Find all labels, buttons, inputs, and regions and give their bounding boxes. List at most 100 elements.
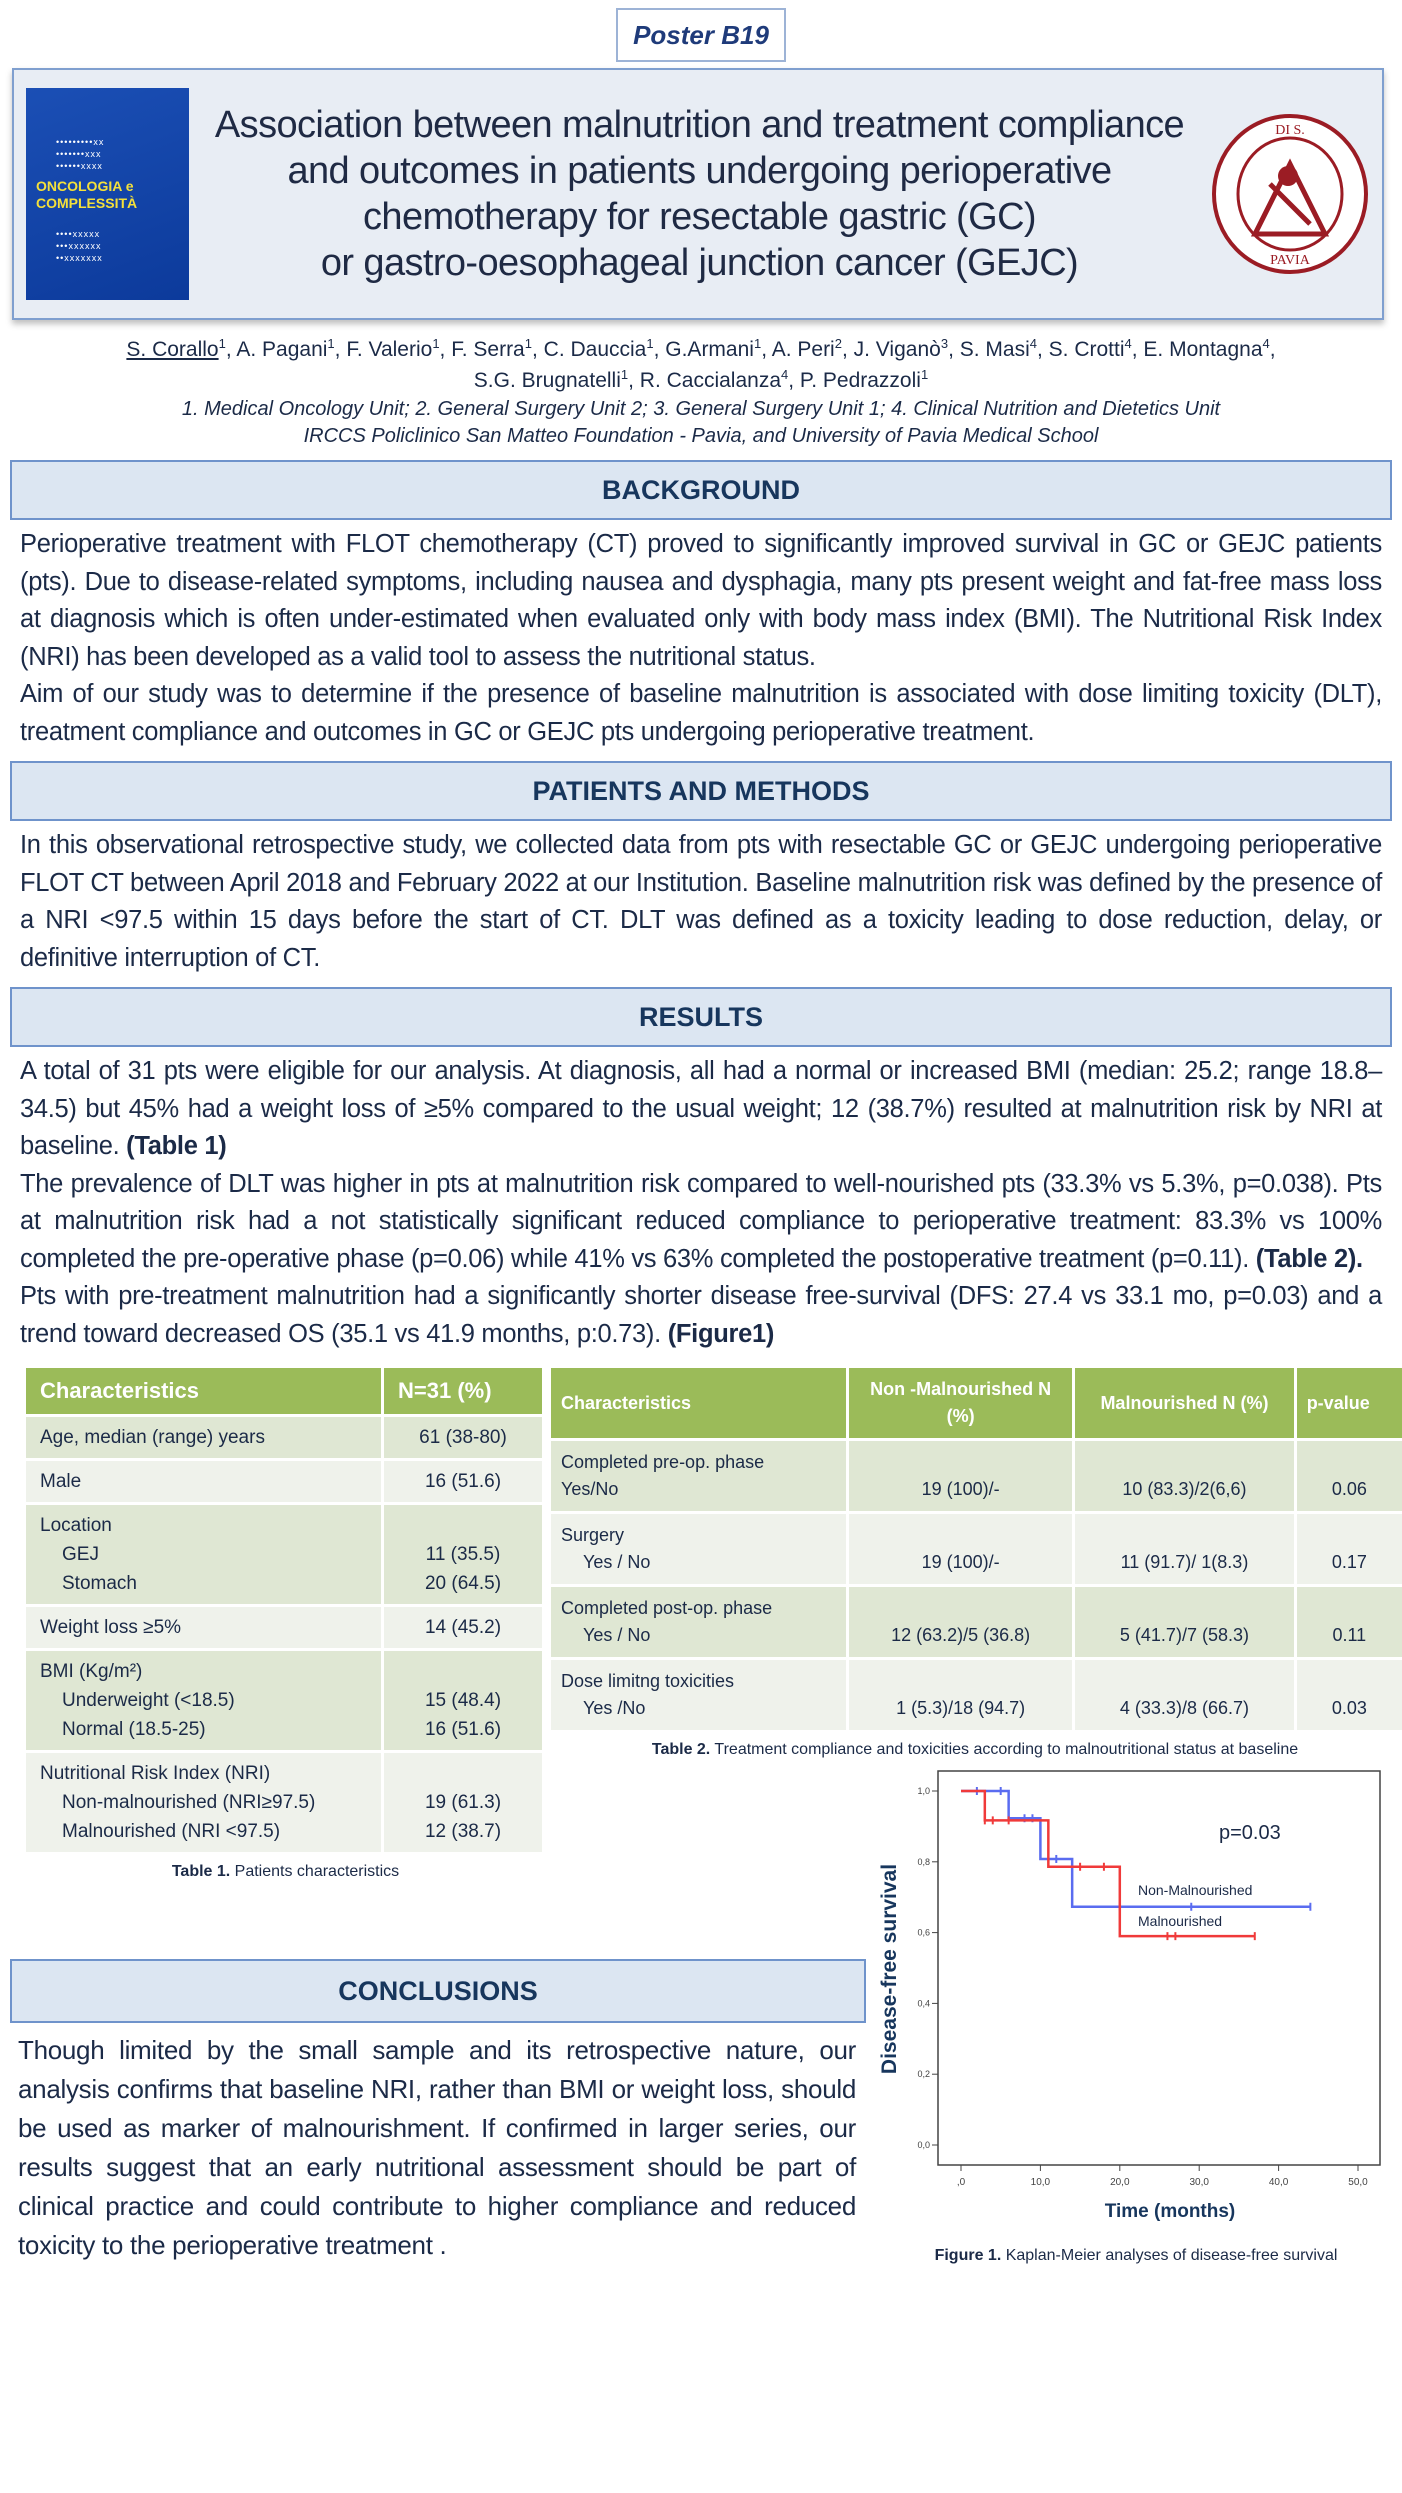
- column-header: p-value: [1296, 1368, 1402, 1438]
- author: S. Crotti4: [1048, 336, 1132, 361]
- characteristic-cell: Surgery Yes / No: [551, 1514, 846, 1584]
- characteristic-cell: Dose limitng toxicities Yes /No: [551, 1660, 846, 1730]
- y-axis-label: Disease-free survival: [878, 1864, 901, 2074]
- value-cell: 16 (51.6): [384, 1461, 542, 1502]
- characteristic-cell: Completed post-op. phase Yes / No: [551, 1587, 846, 1657]
- y-tick-label: 0,0: [917, 2140, 930, 2150]
- title-line: Association between malnutrition and tre…: [214, 104, 1185, 146]
- results-heading: RESULTS: [10, 987, 1392, 1047]
- table-row: Completed post-op. phase Yes / No 12 (63.2…: [551, 1587, 1402, 1657]
- author: E. Montagna4: [1143, 336, 1270, 361]
- title-banner: AIOM22 •••••••••xx•••••••xxx••••••xxxx O…: [12, 68, 1384, 320]
- author: F. Valerio1: [346, 336, 440, 361]
- svg-text:PAVIA: PAVIA: [1270, 253, 1311, 268]
- methods-section: In this observational retrospective stud…: [20, 827, 1382, 977]
- p-value-cell: 0.03: [1296, 1660, 1402, 1730]
- methods-heading: PATIENTS AND METHODS: [10, 761, 1392, 821]
- author: S. Masi4: [959, 336, 1037, 361]
- author: G.Armani1: [665, 336, 762, 361]
- table2-reference: (Table 2).: [1255, 1244, 1363, 1273]
- table-row: Nutritional Risk Index (NRI) Non-malnouri…: [26, 1753, 542, 1852]
- non-malnourished-cell: 1 (5.3)/18 (94.7): [848, 1660, 1073, 1730]
- characteristic-cell: Location GEJ Stomach: [26, 1505, 381, 1604]
- value-cell: 15 (48.4) 16 (51.6): [384, 1651, 542, 1750]
- author: C. Dauccia1: [543, 336, 654, 361]
- table-row: BMI (Kg/m²) Underweight (<18.5) Normal (18…: [26, 1651, 542, 1750]
- conclusions-section: Though limited by the small sample and i…: [18, 2031, 856, 2265]
- table-row: Age, median (range) years 61 (38-80): [26, 1417, 542, 1458]
- malnourished-cell: 5 (41.7)/7 (58.3): [1075, 1587, 1294, 1657]
- p-value-annotation: p=0.03: [1219, 1822, 1281, 1844]
- figure1-reference: (Figure1): [667, 1319, 775, 1348]
- x-axis-label: Time (months): [1105, 2201, 1236, 2222]
- results-paragraph: Pts with pre-treatment malnutrition had …: [20, 1282, 1382, 1348]
- svg-text:DI S.: DI S.: [1275, 123, 1305, 138]
- table-row: Location GEJ Stomach 11 (35.5) 20 (64.5): [26, 1505, 542, 1604]
- background-section: Perioperative treatment with FLOT chemot…: [20, 526, 1382, 751]
- background-heading: BACKGROUND: [10, 460, 1392, 520]
- column-header: Characteristics: [26, 1368, 381, 1414]
- value-cell: 14 (45.2): [384, 1607, 542, 1648]
- title-line: or gastro-oesophageal junction cancer (G…: [320, 242, 1079, 284]
- non-malnourished-cell: 19 (100)/-: [848, 1441, 1073, 1511]
- x-tick-label: ,0: [957, 2177, 966, 2188]
- characteristic-cell: Nutritional Risk Index (NRI) Non-malnouri…: [26, 1753, 381, 1852]
- poster-title: Association between malnutrition and tre…: [197, 102, 1202, 286]
- x-tick-label: 50,0: [1348, 2177, 1368, 2188]
- results-figures-area: Characteristics N=31 (%) Age, median (ra…: [0, 1365, 1402, 2265]
- san-matteo-seal-logo: DI S. PAVIA: [1212, 114, 1368, 274]
- title-line: and outcomes in patients undergoing peri…: [287, 150, 1112, 192]
- x-tick-label: 40,0: [1269, 2177, 1289, 2188]
- author: P. Pedrazzoli1: [799, 367, 929, 392]
- author: A. Peri2: [771, 336, 842, 361]
- table1-block: Characteristics N=31 (%) Age, median (ra…: [0, 1365, 548, 1881]
- characteristic-cell: Age, median (range) years: [26, 1417, 381, 1458]
- affiliations: 1. Medical Oncology Unit; 2. General Sur…: [0, 396, 1402, 450]
- aim-paragraph: Aim of our study was to determine if the…: [20, 680, 1382, 746]
- kaplan-meier-chart: ,0 10,0 20,0 30,0 40,0 50,0 0,0 0,2 0,4 0,6 0,8 1,0…: [878, 1770, 1381, 2222]
- background-paragraph: Perioperative treatment with FLOT chemot…: [20, 530, 1382, 671]
- results-paragraph: A total of 31 pts were eligible for our …: [20, 1057, 1382, 1160]
- p-value-cell: 0.11: [1296, 1587, 1402, 1657]
- y-tick-label: 0,2: [917, 2069, 930, 2079]
- affiliation-line: IRCCS Policlinico San Matteo Foundation …: [303, 425, 1099, 447]
- non-malnourished-cell: 12 (63.2)/5 (36.8): [848, 1587, 1073, 1657]
- table-row: Surgery Yes / No 19 (100)/- 11 (91.7)/ 1(8.…: [551, 1514, 1402, 1584]
- figure1-block: ,0 10,0 20,0 30,0 40,0 50,0 0,0 0,2 0,4 0,6 0,8 1,0…: [870, 1769, 1402, 2265]
- author: S.G. Brugnatelli1: [473, 367, 629, 392]
- km-curve-non-malnourished: [961, 1789, 1311, 1909]
- value-cell: 61 (38-80): [384, 1417, 542, 1458]
- table-row: Weight loss ≥5% 14 (45.2): [26, 1607, 542, 1648]
- table-row: Completed pre-op. phase Yes/No 19 (100)/- 1…: [551, 1441, 1402, 1511]
- conclusions-block: CONCLUSIONS Though limited by the small …: [0, 1943, 870, 2265]
- characteristic-cell: Male: [26, 1461, 381, 1502]
- y-tick-label: 0,4: [917, 1998, 930, 2008]
- value-cell: 19 (61.3) 12 (38.7): [384, 1753, 542, 1852]
- conclusions-paragraph: Though limited by the small sample and i…: [18, 2035, 856, 2260]
- characteristic-cell: Weight loss ≥5%: [26, 1607, 381, 1648]
- y-tick-label: 1,0: [917, 1786, 930, 1796]
- x-tick-label: 30,0: [1189, 2177, 1209, 2188]
- affiliation-line: 1. Medical Oncology Unit; 2. General Sur…: [181, 398, 1221, 420]
- p-value-cell: 0.06: [1296, 1441, 1402, 1511]
- p-value-cell: 0.17: [1296, 1514, 1402, 1584]
- figure1-caption: Figure 1. Kaplan-Meier analyses of disea…: [934, 2247, 1338, 2264]
- km-curve-malnourished: [961, 1789, 1255, 1938]
- y-tick-label: 0,8: [917, 1857, 930, 1867]
- malnourished-cell: 10 (83.3)/2(6,6): [1075, 1441, 1294, 1511]
- characteristic-cell: BMI (Kg/m²) Underweight (<18.5) Normal (18…: [26, 1651, 381, 1750]
- column-header: Characteristics: [551, 1368, 846, 1438]
- author-list: S. Corallo1, A. Pagani1, F. Valerio1, F.…: [126, 336, 1276, 392]
- author: F. Serra1: [451, 336, 532, 361]
- column-header: N=31 (%): [384, 1368, 542, 1414]
- column-header: Non -Malnourished N (%): [848, 1368, 1073, 1438]
- results-paragraph: The prevalence of DLT was higher in pts …: [20, 1169, 1382, 1273]
- author: A. Pagani1: [236, 336, 335, 361]
- table1-caption: Table 1. Patients characteristics: [171, 1863, 400, 1880]
- author: J. Viganò3: [853, 336, 949, 361]
- y-tick-label: 0,6: [917, 1928, 930, 1938]
- x-tick-label: 20,0: [1110, 2177, 1130, 2188]
- table2-block: Characteristics Non -Malnourished N (%) …: [548, 1365, 1402, 1759]
- author: R. Caccialanza4: [639, 367, 789, 392]
- results-section: A total of 31 pts were eligible for our …: [20, 1053, 1382, 1353]
